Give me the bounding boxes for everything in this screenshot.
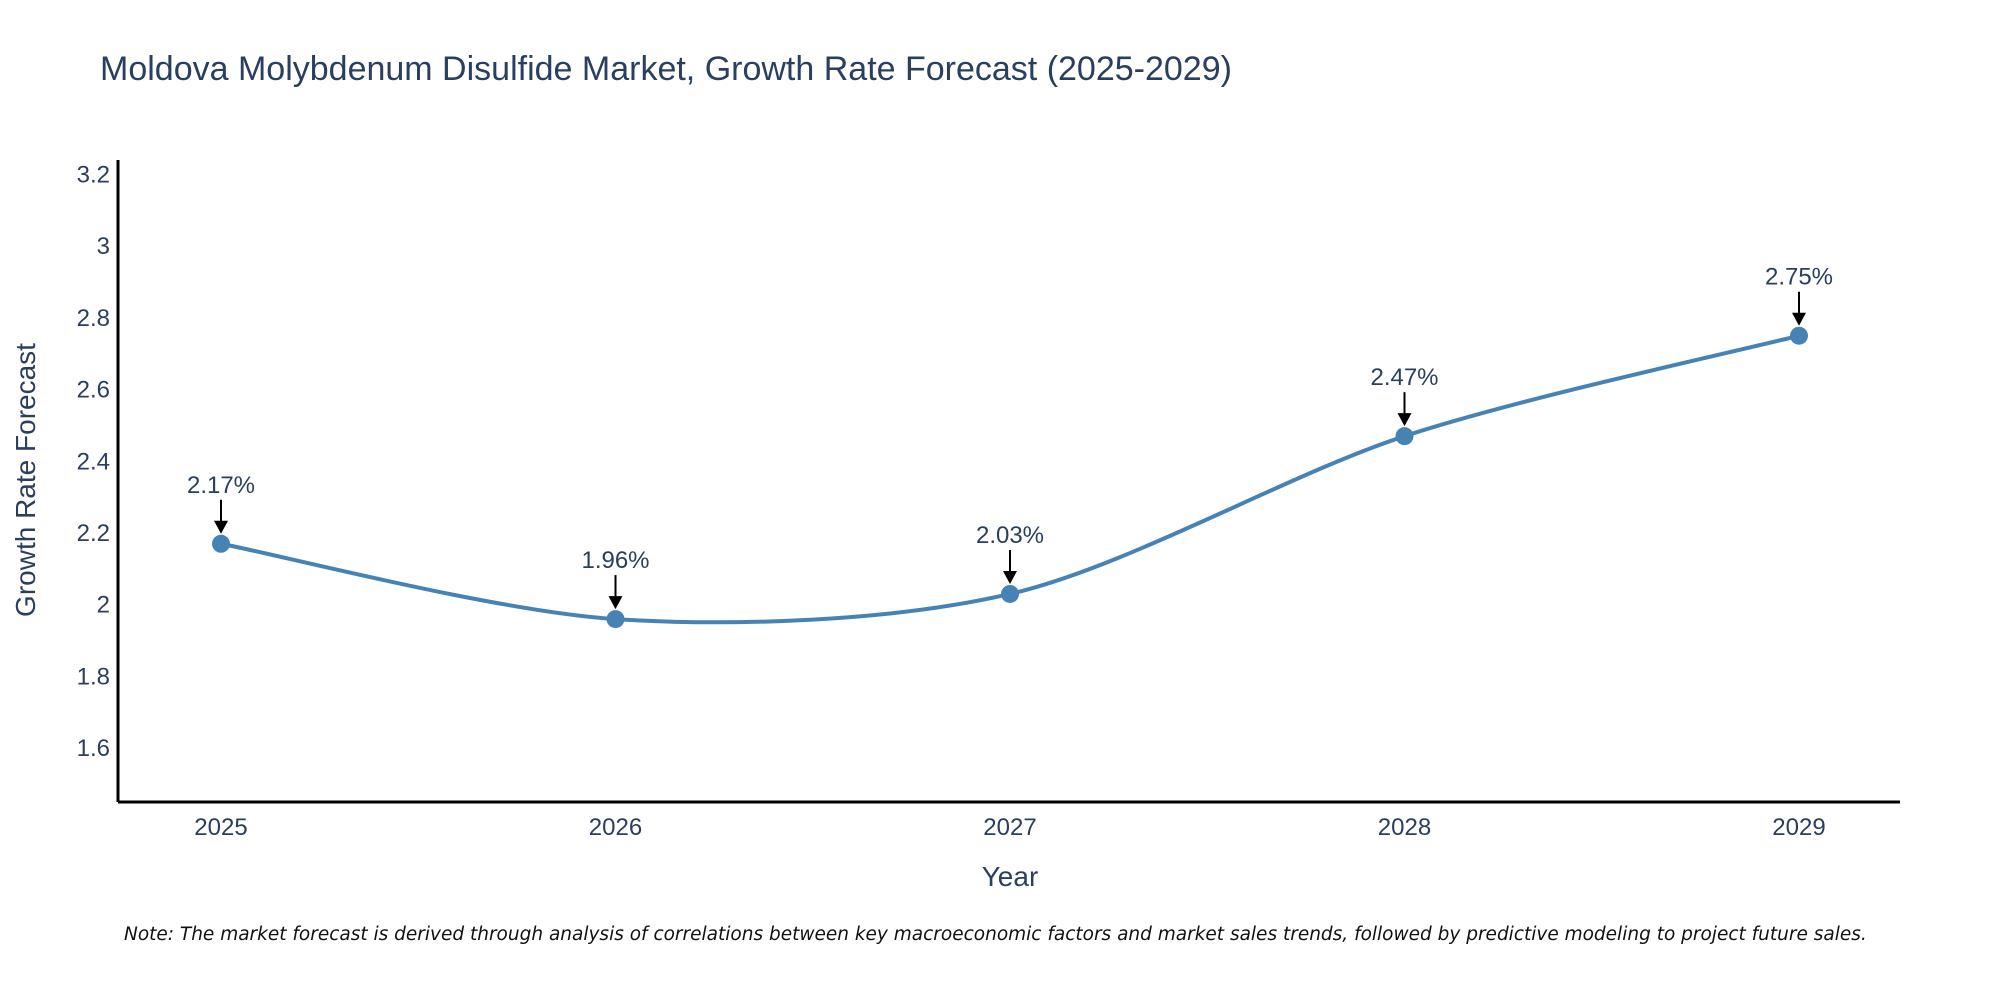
y-axis-title: Growth Rate Forecast: [10, 343, 41, 617]
annotation-arrow-head: [1397, 413, 1412, 427]
y-tick-labels: 1.6 1.8 2 2.2 2.4 2.6 2.8 3 3.2: [77, 161, 110, 762]
x-axis-title: Year: [982, 861, 1039, 892]
x-tick-label: 2029: [1772, 814, 1825, 841]
data-point-marker: [606, 610, 625, 629]
y-tick-label: 2: [97, 592, 110, 619]
annotation-arrow-head: [608, 596, 623, 610]
data-label: 1.96%: [581, 547, 649, 574]
data-point-marker: [1790, 326, 1808, 345]
footnote: Note: The market forecast is derived thr…: [124, 924, 1867, 945]
y-tick-label: 2.6: [77, 377, 110, 404]
data-label-annotations: 2.17% 1.96% 2.03% 2.47% 2.75%: [187, 264, 1833, 610]
annotation-arrow-head: [1003, 570, 1017, 584]
y-tick-label: 3: [97, 233, 110, 260]
annotation-arrow-head: [214, 520, 228, 534]
chart-title: Moldova Molybdenum Disulfide Market, Gro…: [100, 50, 1232, 88]
annotation-arrow-head: [1792, 312, 1806, 326]
y-tick-label: 3.2: [77, 161, 110, 188]
data-point-marker: [1001, 584, 1019, 603]
y-tick-label: 2.2: [77, 520, 110, 547]
x-tick-labels: 2025 2026 2027 2028 2029: [194, 814, 1825, 841]
data-label: 2.03%: [976, 522, 1044, 549]
x-tick-label: 2025: [194, 814, 247, 841]
y-tick-label: 2.8: [77, 305, 110, 332]
data-point-markers: [212, 326, 1808, 629]
x-tick-label: 2028: [1378, 814, 1431, 841]
y-tick-label: 1.6: [77, 735, 110, 762]
data-label: 2.17%: [187, 472, 255, 499]
x-tick-label: 2027: [983, 814, 1036, 841]
y-tick-label: 2.4: [77, 448, 110, 475]
data-label: 2.47%: [1370, 364, 1438, 391]
y-tick-label: 1.8: [77, 663, 110, 690]
data-point-marker: [1395, 427, 1414, 446]
x-tick-label: 2026: [589, 814, 642, 841]
data-point-marker: [212, 534, 230, 553]
data-label: 2.75%: [1765, 264, 1833, 291]
